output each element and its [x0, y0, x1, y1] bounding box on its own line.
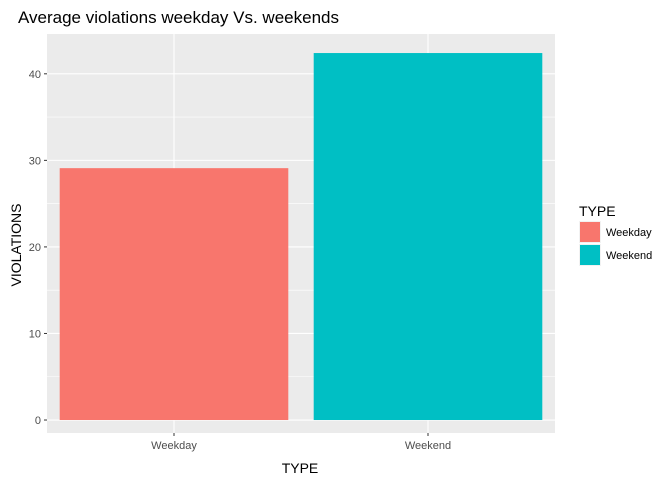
legend: TYPE Weekday Weekend — [579, 203, 652, 266]
x-axis-ticks: Weekday Weekend — [151, 433, 451, 452]
bars — [59, 53, 543, 421]
legend-label: Weekday — [606, 227, 652, 239]
chart-title: Average violations weekday Vs. weekends — [18, 8, 339, 27]
y-tick-label: 20 — [29, 242, 41, 254]
y-tick-label: 10 — [29, 328, 41, 340]
legend-label: Weekend — [606, 250, 652, 262]
y-axis-ticks: 0 10 20 30 40 — [29, 69, 47, 427]
y-tick-label: 40 — [29, 69, 41, 81]
bar-weekend — [313, 53, 543, 421]
x-tick-label: Weekend — [405, 440, 451, 452]
y-axis-title: VIOLATIONS — [8, 204, 24, 287]
y-tick-label: 30 — [29, 155, 41, 167]
legend-swatch-weekday — [580, 222, 600, 242]
legend-title: TYPE — [579, 203, 616, 219]
legend-swatch-weekend — [580, 245, 600, 265]
x-tick-label: Weekday — [151, 440, 197, 452]
x-axis-title: TYPE — [282, 460, 319, 476]
bar-weekday — [59, 168, 289, 421]
y-tick-label: 0 — [35, 415, 41, 427]
